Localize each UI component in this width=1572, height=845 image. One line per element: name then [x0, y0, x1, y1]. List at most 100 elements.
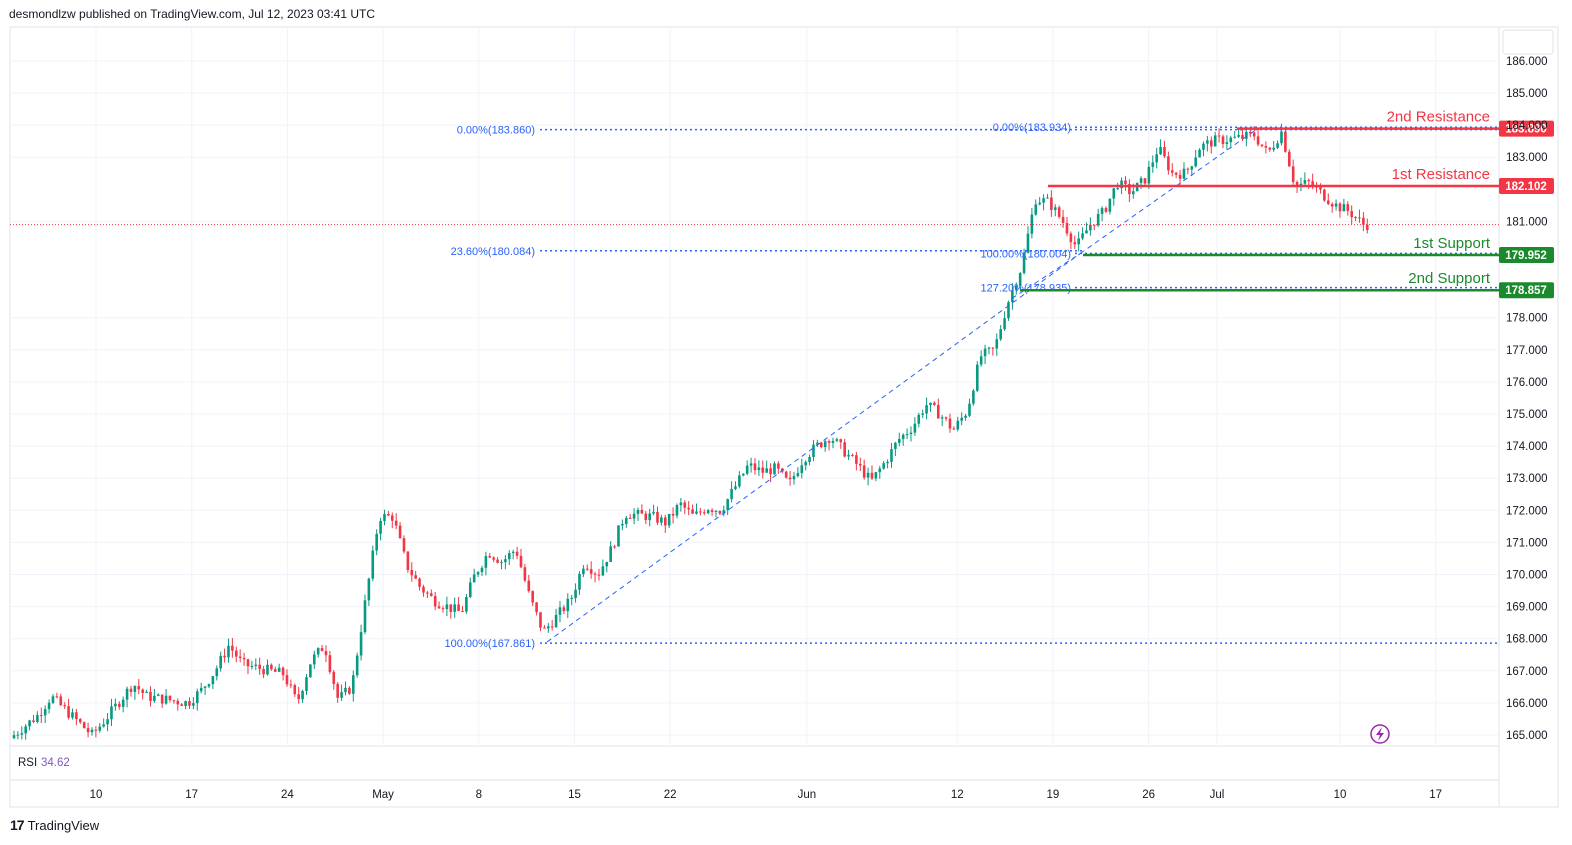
candle-body — [870, 472, 874, 479]
candle-body — [972, 390, 975, 404]
candle-body — [195, 691, 199, 704]
candle-body — [121, 699, 125, 707]
candle-body — [1256, 136, 1260, 145]
candle-body — [936, 404, 940, 419]
candle-body — [133, 685, 137, 692]
candle-body — [679, 502, 683, 506]
candle-body — [114, 703, 117, 707]
price-tick-label: 174.000 — [1506, 441, 1548, 453]
candle-body — [1167, 156, 1170, 171]
level-label: 1st Support — [1413, 235, 1491, 252]
candle-body — [1178, 174, 1182, 179]
candle-body — [1163, 146, 1166, 157]
candle-body — [1225, 142, 1229, 144]
price-tick-label: 172.000 — [1506, 505, 1548, 517]
candle-body — [492, 557, 495, 560]
candle-body — [301, 691, 304, 700]
candle-body — [98, 726, 102, 731]
candle-body — [1268, 147, 1272, 150]
price-tick-label: 167.000 — [1506, 666, 1548, 678]
candle-body — [613, 546, 616, 548]
candle-body — [277, 667, 281, 672]
candle-body — [644, 513, 648, 521]
candle-body — [1233, 136, 1236, 138]
candle-body — [710, 510, 714, 512]
level-badge-text: 183.890 — [1505, 124, 1547, 136]
candle-body — [656, 511, 659, 523]
candles — [12, 123, 1369, 740]
candle-body — [535, 602, 538, 613]
candle-body — [12, 735, 16, 739]
candle-body — [1241, 135, 1244, 139]
candle-body — [379, 520, 382, 534]
candle-body — [574, 589, 577, 598]
candle-body — [1303, 180, 1307, 184]
candle-body — [192, 703, 195, 706]
candle-body — [636, 509, 640, 514]
candle-body — [601, 566, 605, 576]
candle-body — [523, 567, 527, 581]
candle-body — [289, 684, 293, 686]
candle-body — [242, 657, 246, 660]
candle-body — [36, 715, 39, 722]
candle-body — [1342, 204, 1346, 212]
fib-label: 0.00%(183.934) — [993, 122, 1071, 134]
price-scale-box — [1502, 29, 1554, 55]
candle-body — [901, 434, 905, 440]
candle-body — [86, 728, 90, 733]
candle-body — [1014, 285, 1018, 291]
candle-body — [1334, 203, 1338, 207]
candle-body — [422, 586, 425, 593]
fib-label: 127.20%(178.935) — [980, 283, 1071, 295]
candle-body — [1221, 136, 1225, 144]
time-axis[interactable]: 10 17 24 May 8 15 22 Jun 12 19 26 Jul 10 17 — [90, 789, 1442, 801]
candle-body — [816, 442, 819, 445]
candle-body — [589, 569, 593, 574]
candle-body — [558, 607, 562, 615]
candle-body — [1213, 135, 1217, 147]
candle-body — [238, 656, 242, 658]
level-badge — [1499, 120, 1554, 137]
candle-body — [160, 694, 164, 704]
candle-body — [1034, 204, 1038, 215]
candle-body — [621, 523, 624, 526]
candle-body — [718, 510, 722, 514]
price-tick-label: 175.000 — [1506, 409, 1548, 421]
candle-body — [75, 712, 78, 720]
candle-body — [262, 669, 265, 675]
candle-body — [1081, 233, 1084, 239]
candle-body — [921, 413, 924, 415]
candle-body — [468, 582, 472, 597]
support-resistance-levels: 2nd Resistance 183.890 1st Resistance 182.1… — [1020, 109, 1554, 299]
candle-body — [1046, 197, 1049, 199]
candle-body — [465, 596, 468, 612]
time-tick-label: Jul — [1210, 789, 1225, 801]
price-tick-label: 169.000 — [1506, 602, 1548, 614]
level-label: 1st Resistance — [1392, 166, 1490, 183]
publisher-header: desmondlzw published on TradingView.com,… — [9, 7, 375, 21]
price-tick-label: 177.000 — [1506, 345, 1548, 357]
candle-body — [734, 486, 737, 489]
candle-body — [511, 551, 515, 554]
candle-body — [153, 695, 156, 701]
tradingview-logo[interactable]: 17 TradingView — [10, 817, 99, 833]
candle-body — [1124, 180, 1127, 184]
candle-body — [800, 465, 804, 474]
rsi-label: RSI — [18, 757, 37, 769]
price-axis[interactable]: 186.000 185.000 184.000 183.000 181.000 178.0… — [1502, 29, 1554, 742]
candle-body — [866, 472, 870, 478]
candle-body — [1194, 157, 1197, 167]
candle-body — [699, 511, 702, 513]
lightning-icon[interactable] — [1370, 724, 1390, 744]
candle-body — [570, 597, 573, 599]
candle-body — [812, 444, 815, 457]
candle-body — [270, 664, 273, 670]
candle-body — [640, 509, 644, 514]
candle-body — [862, 465, 866, 478]
candle-body — [394, 520, 398, 526]
time-tick-label: 17 — [1429, 789, 1442, 801]
candle-body — [1284, 131, 1287, 152]
candle-body — [1128, 183, 1131, 195]
price-tick-label: 165.000 — [1506, 730, 1548, 742]
